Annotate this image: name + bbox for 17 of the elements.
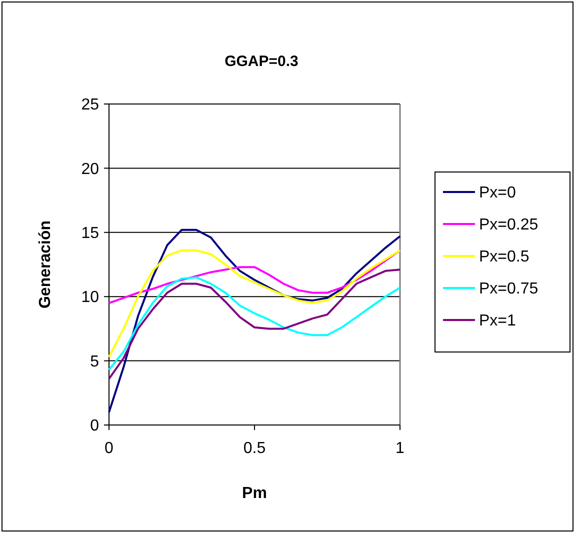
x-tick-label: 1 (396, 440, 405, 457)
chart-title: GGAP=0.3 (224, 53, 298, 70)
y-axis-title: Generación (37, 220, 54, 309)
legend-label: Px=1 (479, 312, 516, 330)
y-tick-label: 20 (81, 160, 100, 178)
x-tick-label: 0 (104, 440, 114, 457)
legend-label: Px=0.5 (479, 248, 530, 266)
legend-label: Px=0 (479, 184, 516, 202)
x-tick-label: 0.5 (243, 440, 266, 457)
y-tick-label: 25 (81, 96, 100, 114)
y-tick-label: 5 (90, 353, 100, 370)
y-tick-label: 0 (90, 418, 100, 435)
legend-label: Px=0.25 (479, 216, 538, 234)
x-axis-title: Pm (242, 485, 267, 502)
y-tick-label: 15 (81, 225, 100, 242)
y-tick-label: 10 (81, 289, 100, 306)
legend-label: Px=0.75 (479, 280, 538, 298)
